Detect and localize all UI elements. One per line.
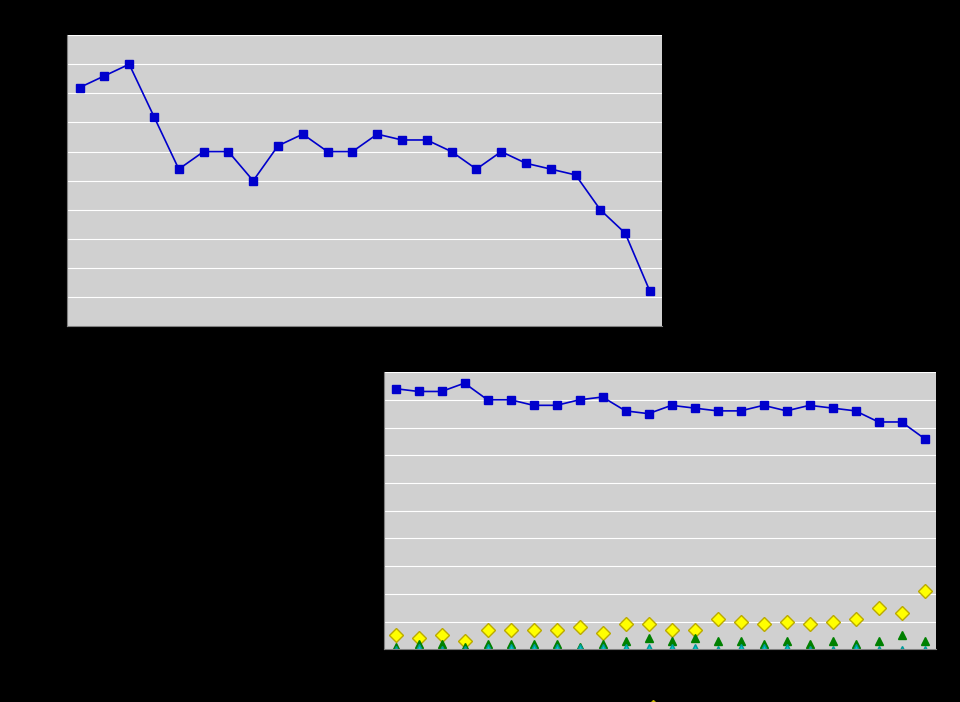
Title: % HD-røntget norsk elghund grå (pr jan 2015): % HD-røntget norsk elghund grå (pr jan 2… [132,11,598,31]
Text: 06: 06 [469,340,484,353]
Text: 93: 93 [147,355,161,367]
Text: 98: 98 [572,663,587,676]
Text: 00: 00 [321,340,335,353]
Text: reg. år: reg. år [342,376,388,392]
Text: 97: 97 [246,355,261,367]
Text: 03: 03 [395,355,409,367]
Text: 05: 05 [444,355,459,367]
Text: 02: 02 [664,663,679,676]
Text: 11: 11 [593,355,608,367]
Text: 10: 10 [568,340,583,353]
Text: 08: 08 [803,663,817,676]
Y-axis label: % HD-røntget: % HD-røntget [24,133,37,228]
Text: 94: 94 [171,340,186,353]
Text: 95: 95 [196,355,211,367]
Text: 05: 05 [733,677,748,690]
Text: 11: 11 [871,677,886,690]
Text: 01: 01 [345,355,360,367]
Text: 90: 90 [388,663,403,676]
Text: 94: 94 [480,663,495,676]
Text: 06: 06 [756,663,771,676]
Text: 12: 12 [894,663,909,676]
Text: 98: 98 [271,340,285,353]
Text: 10: 10 [848,663,863,676]
Text: 13: 13 [642,355,658,367]
Text: 07: 07 [493,355,509,367]
Text: 90: 90 [72,340,87,353]
Text: 99: 99 [296,355,310,367]
Text: 99: 99 [595,677,610,690]
Text: 12: 12 [617,340,633,353]
Text: 08: 08 [518,340,534,353]
Text: 09: 09 [543,355,558,367]
Text: 09: 09 [825,677,840,690]
Text: 04: 04 [420,340,434,353]
Text: 03: 03 [687,677,702,690]
Text: 92: 92 [122,340,136,353]
Text: 07: 07 [780,677,794,690]
Text: 92: 92 [434,663,449,676]
Y-axis label: %: % [333,504,348,517]
Text: 96: 96 [526,663,541,676]
Text: 93: 93 [457,677,472,690]
Text: 91: 91 [97,355,112,367]
Text: 96: 96 [221,340,236,353]
Text: Reg. år: Reg. år [636,699,684,702]
Text: 13: 13 [917,677,932,690]
Text: 02: 02 [370,340,385,353]
Title: HD-resultater norsk elghund grå (pr jan 2015): HD-resultater norsk elghund grå (pr jan … [426,347,894,368]
Text: 00: 00 [618,663,633,676]
Text: 95: 95 [503,677,518,690]
Text: 01: 01 [641,677,656,690]
Text: 04: 04 [710,663,725,676]
Text: 97: 97 [549,677,564,690]
Text: 91: 91 [411,677,426,690]
